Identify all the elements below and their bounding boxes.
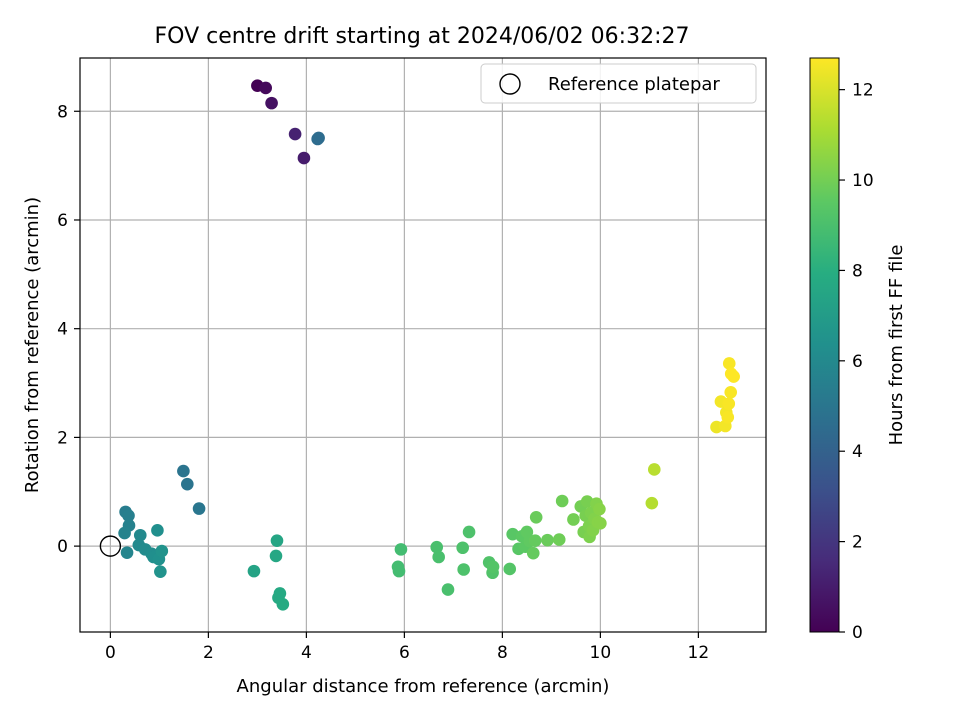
data-points (99, 79, 740, 611)
data-point (297, 151, 311, 165)
colorbar-tick-label: 10 (852, 171, 874, 191)
data-point (177, 464, 190, 478)
data-point (432, 550, 445, 564)
data-point (430, 540, 444, 554)
colorbar-tick-label: 6 (852, 352, 863, 372)
data-point (526, 546, 540, 560)
reference-point-marker (99, 535, 122, 557)
y-tick-label: 4 (57, 320, 68, 340)
data-point (259, 81, 273, 95)
data-point (486, 560, 500, 574)
data-point (456, 541, 469, 555)
data-point (155, 544, 169, 558)
colorbar-tick-label: 0 (852, 623, 863, 643)
data-point (529, 511, 543, 524)
chart-title: FOV centre drift starting at 2024/06/02 … (155, 24, 690, 49)
data-point (645, 496, 659, 510)
x-tick-label: 12 (688, 643, 710, 663)
x-tick-label: 6 (399, 643, 410, 663)
data-point (722, 397, 736, 411)
data-point (462, 525, 476, 539)
colorbar: 0 2 4 6 8 10 12 Hours from first FF file (809, 57, 907, 643)
data-point (503, 562, 517, 576)
x-tick-label: 0 (105, 643, 116, 663)
data-point (722, 357, 736, 370)
x-tick-label: 8 (497, 643, 508, 663)
colorbar-gradient (809, 57, 840, 633)
data-point (270, 534, 284, 547)
data-point (552, 533, 566, 546)
data-point (441, 583, 455, 596)
data-point (541, 533, 554, 547)
plot-frame (79, 57, 767, 633)
data-point (192, 502, 206, 515)
data-point (724, 385, 738, 399)
y-axis-label: Rotation from reference (arcmin) (22, 197, 43, 493)
data-point (394, 543, 408, 556)
data-point (120, 546, 134, 559)
data-point (528, 534, 542, 547)
y-axis-ticks: 0 2 4 6 8 (57, 102, 80, 557)
data-point (133, 528, 147, 542)
data-point (457, 563, 470, 576)
data-point (721, 410, 735, 424)
grid-lines (80, 58, 766, 632)
data-point (593, 502, 606, 516)
data-point (118, 526, 131, 540)
x-tick-label: 4 (301, 643, 312, 663)
x-tick-label: 2 (203, 643, 214, 663)
data-point (265, 96, 278, 110)
legend-box (480, 63, 757, 104)
legend-reference-marker (499, 73, 521, 95)
x-tick-label: 10 (590, 643, 612, 663)
colorbar-ticks: 0 2 4 6 8 10 12 (839, 81, 874, 643)
y-tick-label: 8 (57, 102, 68, 122)
data-point (122, 509, 135, 522)
x-axis-label: Angular distance from reference (arcmin) (237, 676, 610, 697)
legend-entry-reference: Reference platepar (548, 74, 720, 95)
colorbar-tick-label: 12 (852, 81, 874, 101)
colorbar-tick-label: 8 (852, 261, 863, 281)
legend: Reference platepar (480, 63, 757, 104)
data-point (594, 516, 607, 530)
data-point (312, 131, 325, 145)
data-point (181, 477, 194, 491)
data-point (288, 127, 302, 141)
colorbar-label: Hours from first FF file (886, 245, 907, 446)
data-point (727, 370, 740, 383)
data-point (269, 549, 283, 563)
colorbar-tick-label: 4 (852, 442, 863, 462)
data-point (567, 513, 580, 526)
y-tick-label: 6 (57, 211, 68, 231)
x-axis-ticks: 0 2 4 6 8 10 12 (105, 632, 709, 663)
y-tick-label: 2 (57, 428, 68, 448)
y-tick-label: 0 (57, 537, 68, 557)
data-point (392, 564, 406, 578)
data-point (273, 587, 287, 600)
data-point (247, 564, 261, 578)
data-point (276, 597, 290, 611)
data-point (154, 565, 167, 578)
data-point (151, 524, 164, 537)
data-point (555, 494, 569, 508)
data-point (647, 463, 661, 476)
colorbar-tick-label: 2 (852, 533, 863, 553)
